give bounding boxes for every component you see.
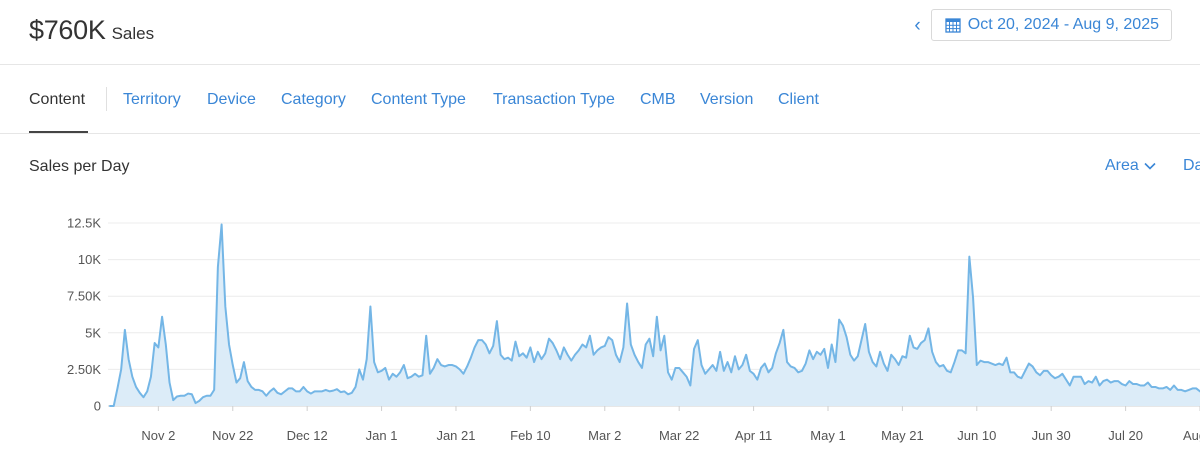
tab-content-type[interactable]: Content Type xyxy=(371,91,466,108)
active-tab-indicator xyxy=(29,131,88,133)
date-range-button[interactable]: Oct 20, 2024 - Aug 9, 2025 xyxy=(930,9,1172,41)
x-tick-label: Dec 12 xyxy=(287,428,328,443)
tab-divider xyxy=(106,87,107,111)
tab-transaction-type[interactable]: Transaction Type xyxy=(493,91,615,108)
chart-type-dropdown[interactable]: Area xyxy=(1105,157,1156,175)
x-tick-label: Aug 9 xyxy=(1183,428,1200,443)
calendar-icon xyxy=(945,18,961,33)
date-range-text: Oct 20, 2024 - Aug 9, 2025 xyxy=(967,16,1159,33)
sales-total: $760K Sales xyxy=(29,15,154,46)
sales-total-value: $760K xyxy=(29,15,106,45)
dimension-tabs: Content Territory Device Category Conten… xyxy=(0,64,1200,134)
tab-device[interactable]: Device xyxy=(207,91,256,108)
tab-version[interactable]: Version xyxy=(700,91,754,108)
y-tick-label: 10K xyxy=(78,252,101,267)
y-tick-label: 2.50K xyxy=(67,362,101,377)
x-tick-label: May 21 xyxy=(881,428,924,443)
chevron-down-icon xyxy=(1144,162,1156,170)
tab-client[interactable]: Client xyxy=(778,91,819,108)
y-tick-label: 12.5K xyxy=(67,216,101,231)
x-tick-label: May 1 xyxy=(810,428,845,443)
header-bar: $760K Sales ‹ Oct 20, 2024 - Aug 9, 2025 xyxy=(0,0,1200,65)
tab-cmb[interactable]: CMB xyxy=(640,91,676,108)
granularity-dropdown[interactable]: Da xyxy=(1183,157,1200,174)
x-tick-label: Nov 2 xyxy=(141,428,175,443)
sales-area-fill xyxy=(110,224,1200,406)
x-tick-label: Jun 10 xyxy=(957,428,996,443)
tab-category[interactable]: Category xyxy=(281,91,346,108)
x-tick-label: Mar 2 xyxy=(588,428,621,443)
x-tick-label: Nov 22 xyxy=(212,428,253,443)
y-tick-label: 0 xyxy=(94,399,101,414)
chevron-left-icon[interactable]: ‹ xyxy=(914,14,921,36)
y-tick-label: 7.50K xyxy=(67,289,101,304)
x-tick-label: Jan 21 xyxy=(436,428,475,443)
sales-total-label: Sales xyxy=(111,24,155,43)
y-tick-label: 5K xyxy=(85,325,101,340)
x-tick-label: Mar 22 xyxy=(659,428,699,443)
chart-title: Sales per Day xyxy=(29,158,130,175)
tab-territory[interactable]: Territory xyxy=(123,91,181,108)
chart-type-label: Area xyxy=(1105,157,1139,174)
x-tick-label: Apr 11 xyxy=(735,428,772,443)
x-tick-label: Jul 20 xyxy=(1108,428,1143,443)
x-tick-label: Feb 10 xyxy=(510,428,550,443)
x-tick-label: Jan 1 xyxy=(366,428,398,443)
x-tick-label: Jun 30 xyxy=(1032,428,1071,443)
tab-content[interactable]: Content xyxy=(29,91,86,108)
date-range-nav: ‹ Oct 20, 2024 - Aug 9, 2025 xyxy=(914,9,1172,41)
sales-series-line[interactable] xyxy=(109,223,1200,407)
